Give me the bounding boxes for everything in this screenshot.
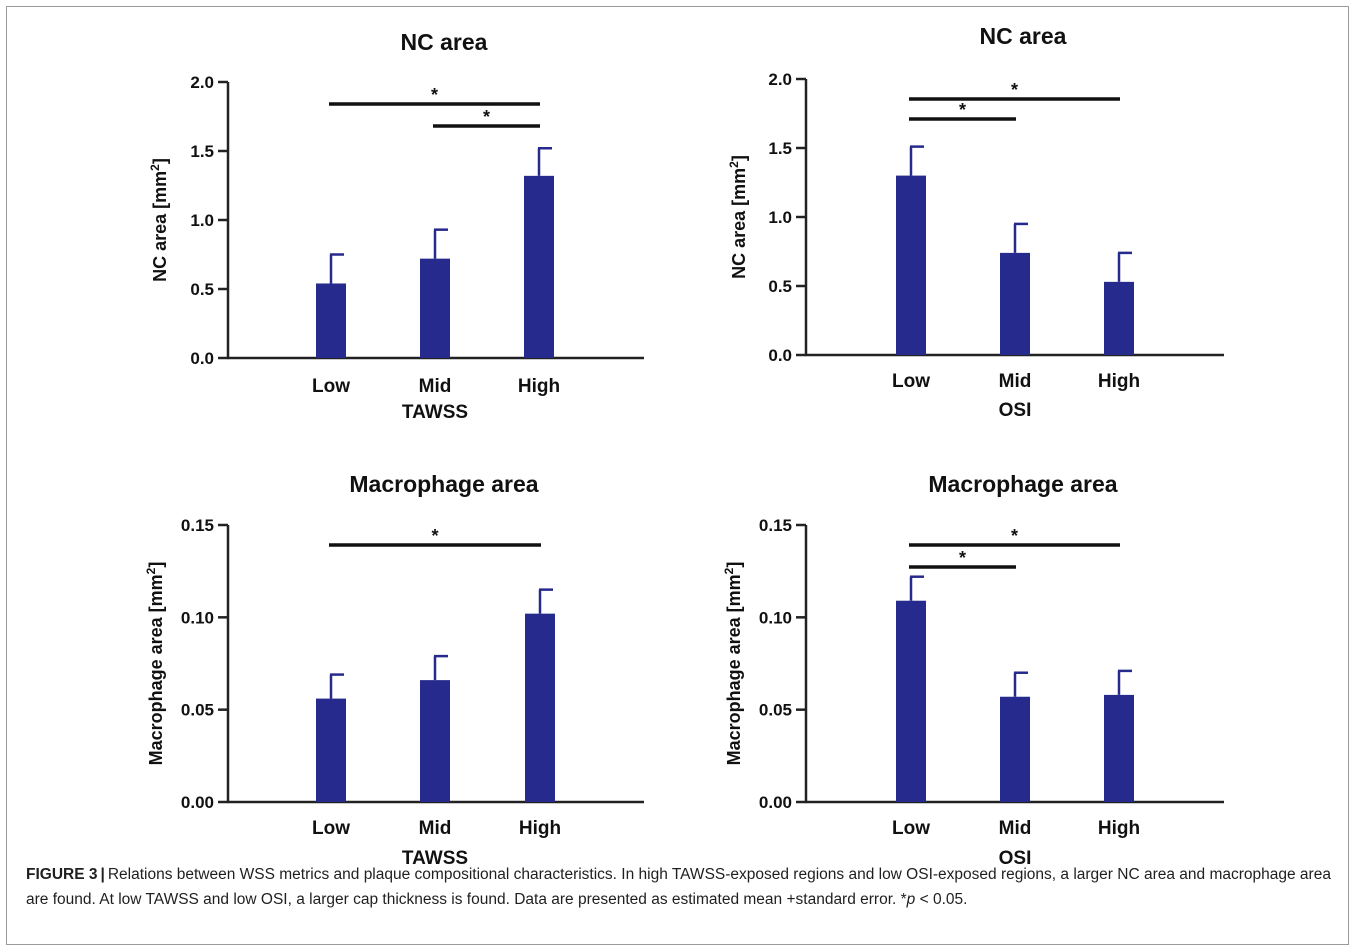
- y-tick-label: 2.0: [768, 70, 792, 89]
- category-label-high: High: [519, 818, 561, 839]
- bar-low: [896, 600, 926, 802]
- chart-title: Macrophage area: [928, 471, 1117, 497]
- bar-low: [316, 698, 346, 802]
- y-tick-label: 1.5: [190, 142, 214, 161]
- bar-mid: [1000, 252, 1030, 355]
- bar-high: [1104, 281, 1134, 355]
- chart-title: Macrophage area: [349, 471, 538, 497]
- chart-nc-area-osi: NC area 0.0 0.5 1.0 1.5 2.0 NC area [mm2] Low Mi…: [727, 23, 1224, 421]
- y-tick-label: 0.5: [768, 277, 792, 296]
- caption-p-symbol: p: [906, 891, 916, 908]
- category-label-low: Low: [892, 818, 930, 839]
- significance-star: *: [1011, 526, 1018, 546]
- y-tick-label: 2.0: [190, 73, 214, 92]
- y-tick-label: 1.0: [190, 211, 214, 230]
- significance-star: *: [431, 85, 438, 105]
- y-tick-label: 0.0: [768, 346, 792, 365]
- figure-caption: FIGURE 3 | Relations between WSS metrics a…: [26, 862, 1331, 912]
- y-tick-label: 0.05: [181, 701, 214, 720]
- bar-mid: [420, 680, 450, 802]
- category-label-high: High: [518, 376, 560, 397]
- category-label-low: Low: [312, 818, 350, 839]
- bar-high: [524, 175, 554, 358]
- chart-title: NC area: [980, 23, 1067, 49]
- y-axis-label: Macrophage area [mm2]: [144, 562, 166, 766]
- bar-low: [896, 175, 926, 355]
- caption-text: Relations between WSS metrics and plaque…: [26, 866, 1331, 908]
- y-axis-label: NC area [mm2]: [727, 155, 749, 279]
- y-tick-label: 0.10: [759, 608, 792, 627]
- x-axis-label: TAWSS: [402, 848, 468, 869]
- category-label-high: High: [1098, 818, 1140, 839]
- category-label-low: Low: [892, 371, 930, 392]
- chart-title: NC area: [401, 29, 488, 55]
- y-tick-label: 1.5: [768, 139, 792, 158]
- x-axis-label: OSI: [999, 848, 1032, 869]
- y-tick-label: 0.00: [759, 793, 792, 812]
- bar-mid: [1000, 696, 1030, 802]
- caption-text-end: < 0.05.: [915, 891, 968, 908]
- y-tick-label: 0.00: [181, 793, 214, 812]
- caption-separator: |: [100, 866, 105, 883]
- bar-mid: [420, 258, 450, 358]
- caption-label: FIGURE 3: [26, 866, 98, 883]
- y-tick-label: 0.0: [190, 349, 214, 368]
- category-label-mid: Mid: [419, 376, 452, 397]
- significance-star: *: [483, 107, 490, 127]
- y-tick-label: 0.15: [759, 516, 792, 535]
- y-tick-label: 0.10: [181, 608, 214, 627]
- y-tick-label: 0.05: [759, 701, 792, 720]
- chart-macrophage-area-tawss: Macrophage area 0.00 0.05 0.10 0.15 Macrophag…: [144, 471, 644, 869]
- category-label-mid: Mid: [999, 371, 1032, 392]
- significance-star: *: [959, 548, 966, 568]
- y-axis-label: Macrophage area [mm2]: [722, 562, 744, 766]
- chart-macrophage-area-osi: Macrophage area 0.00 0.05 0.10 0.15 Macrophag…: [722, 471, 1224, 869]
- x-axis-label: OSI: [999, 400, 1032, 421]
- significance-star: *: [431, 526, 438, 546]
- significance-star: *: [1011, 80, 1018, 100]
- bar-low: [316, 283, 346, 358]
- y-axis-label: NC area [mm2]: [148, 158, 170, 282]
- y-tick-label: 0.15: [181, 516, 214, 535]
- y-tick-label: 0.5: [190, 280, 214, 299]
- chart-nc-area-tawss: NC area 0.0 0.5 1.0 1.5 2.0 NC area [mm2] Low Mi…: [148, 29, 644, 423]
- category-label-low: Low: [312, 376, 350, 397]
- y-tick-label: 1.0: [768, 208, 792, 227]
- bar-high: [525, 613, 555, 802]
- category-label-mid: Mid: [419, 818, 452, 839]
- significance-star: *: [959, 100, 966, 120]
- x-axis-label: TAWSS: [402, 402, 468, 423]
- bar-high: [1104, 694, 1134, 802]
- category-label-high: High: [1098, 371, 1140, 392]
- category-label-mid: Mid: [999, 818, 1032, 839]
